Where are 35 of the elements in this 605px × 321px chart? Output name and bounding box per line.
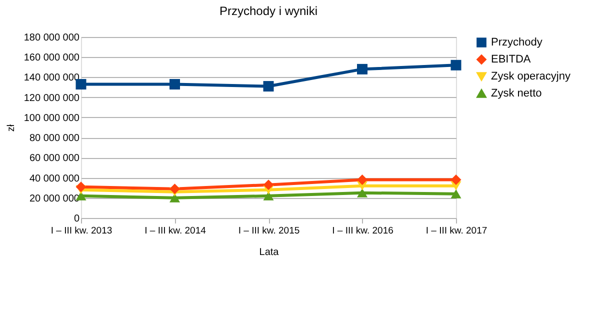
point <box>263 180 274 190</box>
legend-label: Zysk netto <box>491 88 542 100</box>
point <box>170 79 180 90</box>
x-tick-label: I – III kw. 2017 <box>426 226 488 236</box>
legend-label: Przychody <box>491 36 543 48</box>
point <box>76 182 86 192</box>
chart-title: Przychody i wyniki <box>219 4 318 18</box>
y-tick-label: 180 000 000 <box>24 32 80 44</box>
point <box>170 193 180 202</box>
y-tick-label: 80 000 000 <box>29 133 80 144</box>
x-tick-label: I – III kw. 2013 <box>50 226 112 236</box>
y-tick-label: 0 <box>74 214 80 224</box>
x-axis-title: Lata <box>259 247 280 258</box>
y-tick-label: 40 000 000 <box>29 173 80 184</box>
y-axis-title: zł <box>6 124 17 132</box>
point <box>450 60 462 70</box>
point <box>357 174 368 186</box>
point <box>450 189 462 198</box>
y-tick-label: 60 000 000 <box>29 153 80 164</box>
y-tick-label: 140 000 000 <box>24 72 80 84</box>
x-tick-label: I – III kw. 2014 <box>144 226 206 236</box>
legend-label: EBITDA <box>491 54 532 66</box>
y-tick-label: 120 000 000 <box>24 92 80 104</box>
point <box>76 79 86 90</box>
point <box>170 184 180 194</box>
y-tick-label: 100 000 000 <box>24 112 80 124</box>
point <box>357 64 368 74</box>
y-tick-label: 160 000 000 <box>24 52 80 64</box>
point <box>263 81 274 92</box>
x-tick-label: I – III kw. 2015 <box>238 226 300 236</box>
point <box>450 174 462 186</box>
point <box>357 188 368 198</box>
x-tick-label: I – III kw. 2016 <box>332 226 394 236</box>
legend-label: Zysk operacyjny <box>491 70 571 82</box>
point <box>263 191 274 200</box>
